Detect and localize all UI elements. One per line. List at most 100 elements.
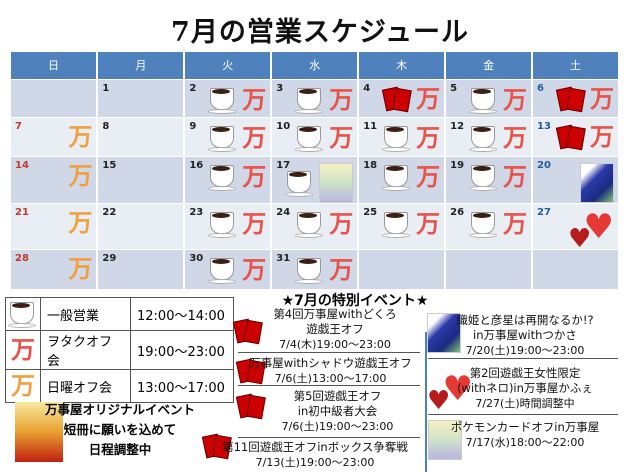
- coffee-icon: [295, 86, 325, 114]
- heart-icon: ♥: [427, 386, 451, 416]
- calendar-week: 21 万 22 23 万 24 万 25 万 26 万 27 ♥ ♥: [10, 202, 620, 252]
- legend-label: 日曜オフ会: [40, 369, 131, 403]
- calendar: 日月火水木金土 1 2 万 3 万 4 万 5 万 6 万 7 万 8 9 万 10 万 11 万 12 万 13 万 14 万 1…: [10, 52, 620, 290]
- divider: [238, 437, 420, 438]
- man-red-icon: 万: [329, 254, 354, 284]
- special-event: 万事屋withシャドウ遊戯王オフ 7/6(土)13:00〜17:00: [238, 356, 423, 386]
- coffee-icon: [8, 300, 38, 328]
- original-event: 万事屋オリジナルイベント 短冊に願いを込めて 日程調整中: [15, 400, 225, 460]
- calendar-day: 20: [531, 155, 620, 204]
- special-event: 第5回遊戯王オフ in初中級者大会 7/6(土)19:00〜23:00: [255, 389, 420, 434]
- event-title-line: 第11回遊戯王オフinボックス争奪戦: [222, 440, 408, 454]
- coffee-icon: [469, 163, 499, 191]
- special-event: 織姫と彦星は再開なるか!? in万事屋withつかさ 7/20(土)19:00〜23…: [430, 313, 620, 358]
- event-date: 7/4(木)19:00〜23:00: [279, 338, 391, 351]
- coffee-icon: [295, 256, 325, 284]
- calendar-day: [10, 78, 99, 118]
- legend-label: 一般営業: [40, 297, 131, 331]
- calendar-day: 28 万: [10, 248, 99, 290]
- calendar-day: 22: [96, 202, 186, 250]
- day-number: 20: [537, 159, 551, 171]
- day-number: 26: [450, 206, 465, 218]
- original-event-line: 万事屋オリジナルイベント: [44, 402, 195, 417]
- divider: [238, 352, 420, 353]
- calendar-day: 23 万: [183, 202, 273, 250]
- day-number: 7: [15, 120, 22, 132]
- legend-row: 万日曜オフ会 13:00〜17:00: [5, 369, 234, 403]
- weekday-header: 月: [97, 52, 186, 79]
- day-number: 14: [15, 159, 29, 171]
- man-red-icon: 万: [503, 122, 528, 152]
- calendar-day: 31 万: [270, 248, 360, 290]
- day-number: 11: [363, 120, 378, 132]
- day-number: 10: [276, 120, 291, 132]
- cards-icon: [381, 86, 412, 112]
- man-red-icon: 万: [242, 208, 267, 238]
- calendar-day: 29: [96, 248, 186, 290]
- day-number: 19: [450, 159, 465, 171]
- coffee-icon: [382, 163, 412, 191]
- man-red-icon: 万: [329, 84, 354, 114]
- day-number: 5: [450, 82, 458, 94]
- coffee-icon: [295, 124, 325, 152]
- coffee-icon: [208, 163, 238, 191]
- event-date: 7/13(土)19:00〜23:00: [255, 456, 375, 469]
- calendar-day: 16 万: [183, 155, 273, 204]
- event-title-line: in万事屋withつかさ: [473, 328, 577, 342]
- legend-table: 一般営業 12:00〜14:00 万ヲタクオフ会 19:00〜23:00 万日曜オフ会 1…: [5, 297, 234, 403]
- event-title-line: 第5回遊戯王オフ: [293, 389, 382, 403]
- calendar-day: 15: [96, 155, 186, 204]
- man-red-icon: 万: [416, 161, 441, 191]
- man-red-icon: 万: [503, 84, 528, 114]
- day-number: 27: [537, 206, 551, 218]
- man-red-icon: 万: [503, 208, 528, 238]
- calendar-day: 12 万: [444, 116, 534, 157]
- hearts-icon: ♥ ♥: [568, 210, 614, 254]
- weekday-header: 火: [184, 52, 273, 79]
- day-number: 21: [15, 206, 29, 218]
- weekday-header: 木: [358, 52, 447, 79]
- man-orange-icon: 万: [11, 371, 35, 400]
- event-date: 7/6(土)19:00〜23:00: [281, 420, 394, 433]
- divider: [428, 414, 618, 415]
- man-red-icon: 万: [11, 335, 35, 364]
- calendar-day: 27 ♥ ♥: [531, 202, 620, 252]
- special-event: ポケモンカードオフin万事屋 7/17(水)18:00〜22:00: [430, 420, 620, 450]
- character-image: [428, 420, 462, 460]
- day-number: 12: [450, 120, 465, 132]
- day-number: 29: [102, 252, 117, 264]
- man-red-icon: 万: [416, 208, 441, 238]
- calendar-week: 14 万 15 16 万 17 18 万 19 万 20: [10, 155, 620, 204]
- event-title-line: ポケモンカードオフin万事屋: [450, 420, 600, 434]
- coffee-icon: [382, 124, 412, 152]
- man-red-icon: 万: [242, 161, 267, 191]
- event-date: 7/20(土)19:00〜23:00: [465, 344, 585, 357]
- hearts-icon: ♥ ♥: [427, 372, 473, 416]
- calendar-day: [357, 248, 447, 290]
- man-orange-icon: 万: [68, 207, 93, 237]
- calendar-day: 26 万: [444, 202, 534, 250]
- calendar-week: 28 万 29 30 万 31 万: [10, 248, 620, 290]
- event-title-line: 第2回遊戯王女性限定: [469, 366, 581, 380]
- weekday-header: 日: [10, 52, 99, 79]
- man-red-icon: 万: [416, 83, 441, 113]
- man-orange-icon: 万: [68, 121, 93, 151]
- calendar-day: 1: [96, 78, 186, 118]
- calendar-week: 7 万 8 9 万 10 万 11 万 12 万 13 万: [10, 116, 620, 157]
- calendar-day: 18 万: [357, 155, 447, 204]
- tanabata-image: [427, 313, 461, 353]
- coffee-icon: [469, 124, 499, 152]
- man-red-icon: 万: [416, 122, 441, 152]
- character-image: [319, 162, 354, 203]
- event-title-line: 遊戯王オフ: [306, 322, 364, 336]
- legend-time: 19:00〜23:00: [130, 330, 234, 370]
- legend-row: 一般営業 12:00〜14:00: [5, 297, 234, 331]
- event-title-line: 万事屋withシャドウ遊戯王オフ: [249, 356, 412, 370]
- heart-icon: ♥: [442, 369, 473, 409]
